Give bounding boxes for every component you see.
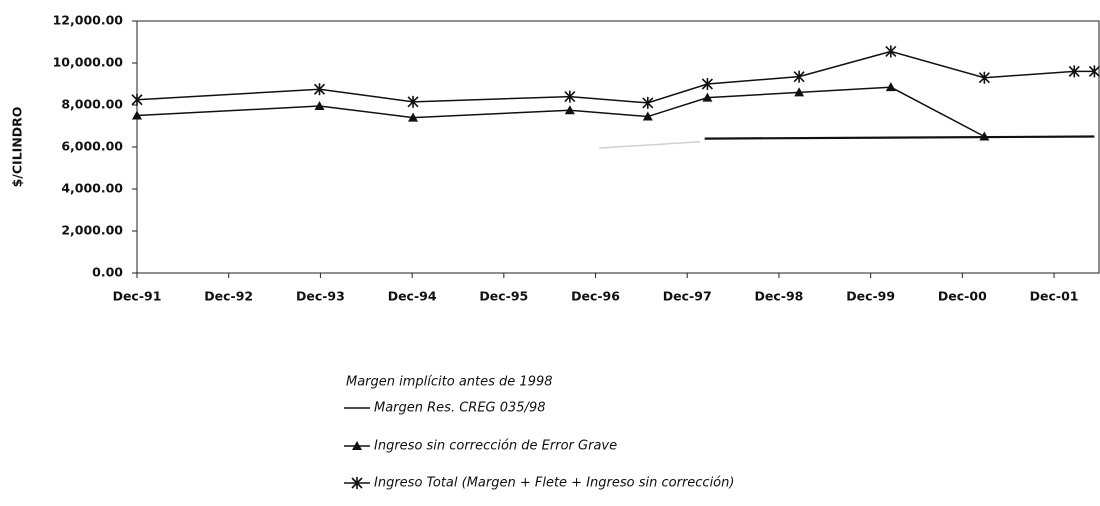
point-marker <box>313 83 326 96</box>
point-marker <box>978 71 990 84</box>
point-marker <box>702 92 713 102</box>
y-tick-label: 2,000.00 <box>61 223 123 238</box>
legend-entry: Margen implícito antes de 1998 <box>346 375 553 390</box>
point-marker <box>701 78 713 90</box>
series-line <box>599 141 701 149</box>
point-marker <box>979 131 990 141</box>
point-marker <box>351 477 363 489</box>
y-tick-label: 6,000.00 <box>61 139 123 154</box>
point-marker <box>642 96 654 109</box>
x-tick-label: Dec-96 <box>571 289 620 304</box>
legend-label: Ingreso sin corrección de Error Grave <box>374 439 617 454</box>
point-marker <box>1088 65 1100 78</box>
point-marker <box>885 45 897 58</box>
legend-label: Ingreso Total (Margen + Flete + Ingreso … <box>374 476 734 491</box>
series-line <box>704 135 1095 140</box>
point-marker <box>564 105 575 115</box>
y-tick-label: 12,000.00 <box>53 13 124 28</box>
point-marker <box>564 90 576 103</box>
point-marker <box>794 87 805 97</box>
y-axis-label: $/CILINDRO <box>10 107 25 188</box>
legend-label: Margen Res. CREG 035/98 <box>374 401 545 416</box>
point-marker <box>1068 65 1080 78</box>
x-tick-label: Dec-93 <box>296 289 345 304</box>
x-tick-label: Dec-98 <box>755 289 804 304</box>
x-tick-label: Dec-01 <box>1030 289 1079 304</box>
x-tick-label: Dec-95 <box>479 289 528 304</box>
y-tick-label: 4,000.00 <box>61 181 123 196</box>
point-marker <box>314 101 325 111</box>
point-marker <box>408 112 419 122</box>
y-tick-label: 0.00 <box>92 265 123 280</box>
x-tick-label: Dec-92 <box>204 289 253 304</box>
point-marker <box>131 93 143 106</box>
point-marker <box>885 82 896 92</box>
y-tick-label: 8,000.00 <box>61 97 123 112</box>
point-marker <box>407 95 419 108</box>
series-line <box>136 50 1095 104</box>
point-marker <box>642 111 653 121</box>
x-tick-label: Dec-00 <box>938 289 987 304</box>
point-marker <box>793 70 805 83</box>
y-tick-label: 10,000.00 <box>53 55 124 70</box>
x-tick-label: Dec-91 <box>113 289 162 304</box>
x-tick-label: Dec-99 <box>846 289 895 304</box>
series-line <box>136 86 985 138</box>
point-marker <box>352 441 362 450</box>
legend-entry: Margen Res. CREG 035/98 <box>344 401 545 416</box>
legend-entry: Ingreso sin corrección de Error Grave <box>344 439 617 454</box>
legend-label: Margen implícito antes de 1998 <box>346 375 553 390</box>
point-marker <box>132 110 142 120</box>
x-tick-label: Dec-94 <box>388 289 437 304</box>
legend-entry: Ingreso Total (Margen + Flete + Ingreso … <box>344 476 734 491</box>
x-tick-label: Dec-97 <box>663 289 712 304</box>
